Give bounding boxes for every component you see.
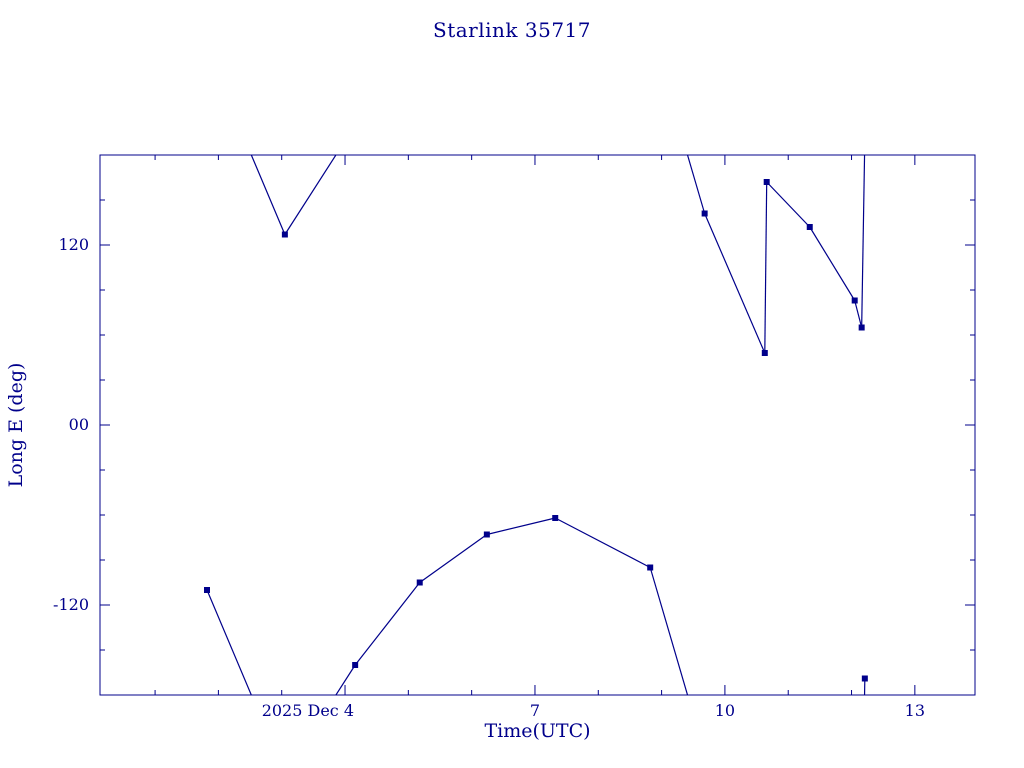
x-tick-label: 10 [715, 701, 735, 720]
y-tick-label: 00 [69, 415, 89, 434]
x-tick-label: 13 [905, 701, 925, 720]
data-point-marker [204, 587, 211, 593]
chart-title: Starlink 35717 [433, 18, 591, 42]
data-point-marker [647, 564, 654, 571]
data-point-marker [806, 224, 813, 230]
data-point-marker [858, 324, 865, 331]
data-point-marker [281, 231, 288, 238]
data-series [204, 155, 868, 695]
x-axis-label: Time(UTC) [484, 720, 591, 742]
y-tick-label: -120 [53, 595, 89, 614]
data-point-marker [701, 210, 708, 217]
data-point-marker [761, 350, 768, 356]
y-tick-label: 120 [58, 235, 89, 254]
data-point-marker [483, 531, 490, 538]
data-point-marker [352, 662, 359, 668]
data-point-marker [552, 515, 559, 521]
data-point-marker [861, 675, 868, 682]
data-point-marker [763, 179, 770, 185]
data-point-marker [416, 579, 423, 586]
data-point-marker [851, 297, 858, 304]
x-tick-label: 7 [530, 701, 540, 720]
x-tick-label: 2025 Dec 4 [262, 701, 354, 720]
